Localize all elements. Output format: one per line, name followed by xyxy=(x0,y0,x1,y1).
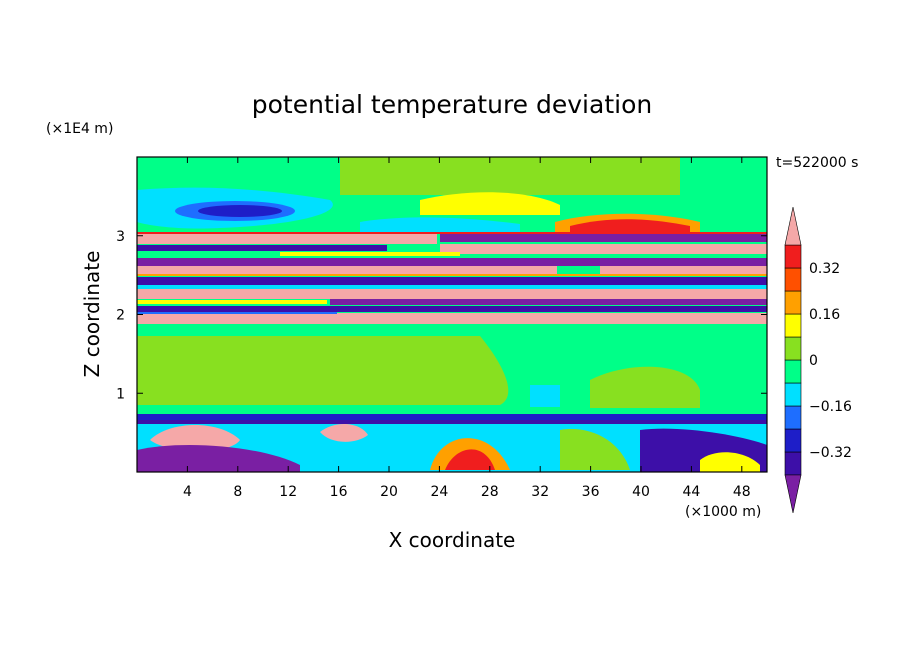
y-tick-label: 2 xyxy=(116,308,125,324)
field-middle-cyan xyxy=(530,385,560,407)
layer-pink-4 xyxy=(137,289,767,299)
x-tick-label: 16 xyxy=(330,484,348,500)
y-unit-label: (×1E4 m) xyxy=(46,121,113,137)
x-tick-label: 48 xyxy=(733,484,751,500)
colorbar-label: −0.32 xyxy=(809,445,852,461)
layer-pink-3 xyxy=(137,266,557,274)
layer-yellow-2 xyxy=(137,300,327,304)
colorbar-bin xyxy=(784,451,802,476)
field-middle-green xyxy=(137,336,509,405)
layer-pink-3b xyxy=(600,266,767,274)
colorbar-label: −0.16 xyxy=(809,399,852,415)
x-tick-label: 8 xyxy=(233,484,242,500)
colorbar-label: 0 xyxy=(809,353,818,369)
x-tick-label: 28 xyxy=(481,484,499,500)
y-axis: 1 2 3 xyxy=(116,229,767,402)
x-tick-label: 44 xyxy=(682,484,700,500)
layer-blue-1 xyxy=(137,312,337,314)
x-axis-title: X coordinate xyxy=(389,528,516,552)
y-tick-label: 3 xyxy=(116,229,125,245)
layer-purple-5 xyxy=(330,299,767,305)
field-upper-navy xyxy=(198,205,282,217)
colorbar-bin xyxy=(784,382,802,407)
x-tick-label: 24 xyxy=(430,484,448,500)
field-lower-navy xyxy=(137,414,767,420)
colorbar-bin xyxy=(784,290,802,315)
colorbar-under-arrow xyxy=(784,474,802,514)
field-lower-pink xyxy=(150,425,240,452)
colorbar-bin xyxy=(784,244,802,269)
colorbar-bin xyxy=(784,428,802,453)
colorbar-bin xyxy=(784,359,802,384)
field-lower-yellow xyxy=(700,452,760,472)
time-label: t=522000 s xyxy=(776,155,858,171)
field-lower-purple xyxy=(137,420,767,424)
colorbar-bin xyxy=(784,313,802,338)
colorbar-label: 0.32 xyxy=(809,261,840,277)
layer-purple-3 xyxy=(137,258,767,266)
field-upper-red xyxy=(570,219,690,232)
layer-red-1 xyxy=(137,232,767,234)
field-lower-pink2 xyxy=(320,424,368,442)
field-upper-yellow xyxy=(420,192,560,215)
colorbar-bin xyxy=(784,267,802,292)
field-upper-cyan2 xyxy=(360,217,520,232)
plot-area xyxy=(137,157,767,472)
layer-yellow-1 xyxy=(280,252,460,256)
field-lower-purple2 xyxy=(137,445,300,472)
x-unit-label: (×1000 m) xyxy=(685,504,761,520)
x-tick-label: 32 xyxy=(531,484,549,500)
field-lower-green xyxy=(560,429,630,470)
layer-orange-1 xyxy=(137,274,767,276)
layer-pink-5 xyxy=(137,313,767,324)
x-tick-label: 4 xyxy=(183,484,192,500)
x-tick-label: 36 xyxy=(582,484,600,500)
colorbar-over-arrow xyxy=(784,206,802,246)
x-axis: 4 8 12 16 20 24 28 32 36 40 44 48 xyxy=(183,157,751,500)
chart-title: potential temperature deviation xyxy=(252,90,652,119)
layer-purple-4 xyxy=(137,277,767,285)
field-lower-red xyxy=(445,449,495,470)
x-tick-label: 12 xyxy=(279,484,297,500)
y-axis-title: Z coordinate xyxy=(80,251,104,378)
field-upper-green xyxy=(340,157,680,195)
colorbar-bin xyxy=(784,336,802,361)
layer-purple-1 xyxy=(440,234,767,242)
x-tick-label: 20 xyxy=(380,484,398,500)
y-tick-label: 1 xyxy=(116,386,125,402)
layer-pink-2 xyxy=(440,244,767,254)
layer-purple-6 xyxy=(137,306,767,312)
layer-pink-1 xyxy=(137,234,437,244)
layer-purple-2 xyxy=(137,245,387,251)
colorbar-bin xyxy=(784,405,802,430)
colorbar-label: 0.16 xyxy=(809,307,840,323)
layer-cyan-1 xyxy=(137,285,767,289)
x-tick-label: 40 xyxy=(632,484,650,500)
field-middle-green2 xyxy=(590,366,700,408)
colorbar: 0.32 0.16 0 −0.16 −0.32 xyxy=(784,206,852,514)
